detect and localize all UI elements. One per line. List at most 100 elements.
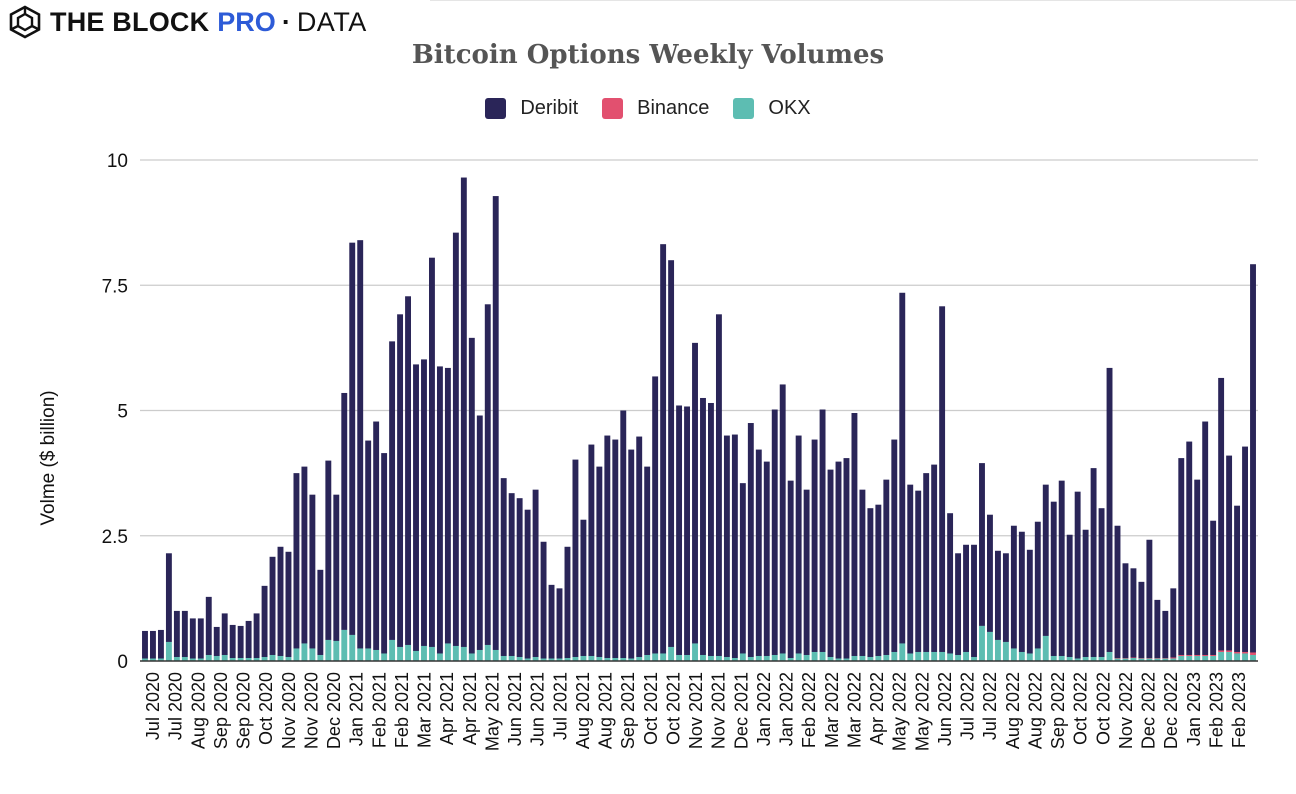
bar-okx <box>532 656 539 661</box>
bar-deribit <box>987 514 993 632</box>
x-tick-label: Feb 2023 <box>1206 672 1226 748</box>
bar-deribit <box>1026 549 1033 654</box>
bar-deribit <box>229 624 236 658</box>
bar-deribit <box>205 596 212 655</box>
bar-okx <box>763 655 770 661</box>
bar-deribit <box>325 460 332 640</box>
bar-okx <box>564 657 571 661</box>
bar-deribit <box>1130 568 1137 658</box>
bar-deribit <box>580 519 587 656</box>
bar-deribit <box>915 490 922 652</box>
bar-deribit <box>150 630 156 659</box>
bar-okx <box>309 648 316 661</box>
bar-okx <box>221 654 228 661</box>
bar-okx <box>1066 656 1073 661</box>
y-tick-label: 2.5 <box>102 527 128 548</box>
x-tick-label: Sep 2020 <box>234 672 254 749</box>
bar-okx <box>253 657 260 661</box>
bar-okx <box>572 656 579 661</box>
x-tick-label: Apr 2021 <box>437 672 457 745</box>
bar-okx <box>939 651 946 661</box>
bar-deribit <box>811 439 818 652</box>
bar-deribit <box>588 444 595 656</box>
legend-item-okx[interactable]: OKX <box>733 97 811 120</box>
bar-okx <box>1106 651 1113 661</box>
bar-okx <box>580 655 587 661</box>
x-tick-label: Oct 2021 <box>663 672 683 745</box>
bar-deribit <box>381 453 388 654</box>
legend-label-binance: Binance <box>637 97 710 119</box>
y-tick-label: 7.5 <box>102 276 128 297</box>
bar-deribit <box>285 551 292 657</box>
bar-deribit <box>1010 525 1017 649</box>
bar-deribit <box>803 489 810 655</box>
x-tick-label: Jul 2020 <box>143 672 163 740</box>
bar-okx <box>963 651 969 661</box>
bar-okx <box>492 649 499 661</box>
bar-deribit <box>237 625 244 658</box>
bar-okx <box>205 654 212 661</box>
bars <box>142 177 1256 661</box>
bar-deribit <box>165 553 172 642</box>
bar-okx <box>229 657 236 661</box>
bar-deribit <box>269 556 276 655</box>
bar-deribit <box>859 489 866 656</box>
x-tick-label: Jan 2021 <box>347 672 367 746</box>
bar-deribit <box>636 436 643 657</box>
bar-deribit <box>173 610 180 657</box>
bar-deribit <box>1114 525 1121 658</box>
bar-deribit <box>524 509 531 659</box>
bar-deribit <box>468 337 475 654</box>
legend-item-binance[interactable]: Binance <box>602 97 709 120</box>
bar-deribit <box>771 409 778 655</box>
bar-deribit <box>213 626 220 656</box>
bar-deribit <box>189 618 196 659</box>
bar-okx <box>1010 648 1017 661</box>
bar-okx <box>708 655 714 661</box>
bar-deribit <box>628 449 635 659</box>
bar-okx <box>652 653 659 661</box>
bar-deribit <box>1170 588 1177 658</box>
bar-okx <box>1194 655 1201 661</box>
bar-okx <box>500 655 507 661</box>
bar-okx <box>1050 655 1057 661</box>
bar-deribit <box>994 550 1001 640</box>
legend-swatch-okx <box>733 98 755 119</box>
x-tick-label: Jul 2020 <box>166 672 186 740</box>
bar-deribit <box>556 588 563 659</box>
bar-okx <box>1018 651 1025 661</box>
bar-okx <box>1226 651 1233 661</box>
bar-okx <box>556 658 563 661</box>
bar-deribit <box>755 449 762 656</box>
bar-okx <box>1098 656 1105 661</box>
bar-okx <box>987 631 993 661</box>
bar-deribit <box>963 544 969 652</box>
legend-swatch-binance <box>602 98 624 119</box>
bar-deribit <box>731 434 738 658</box>
legend-item-deribit[interactable]: Deribit <box>485 97 578 120</box>
bar-okx <box>803 654 810 661</box>
bar-okx <box>923 651 930 661</box>
bar-deribit <box>277 546 284 656</box>
bar-okx <box>859 655 866 661</box>
bar-binance <box>1218 650 1225 652</box>
x-tick-label: Jan 2022 <box>754 672 774 746</box>
bar-deribit <box>668 260 675 647</box>
bar-deribit <box>891 439 898 652</box>
x-tick-label: Apr 2022 <box>867 672 887 745</box>
bar-deribit <box>644 466 651 655</box>
bar-binance <box>1170 657 1177 659</box>
brand-name: THE BLOCK <box>50 6 210 37</box>
bar-okx <box>875 655 882 661</box>
bar-deribit <box>1194 479 1201 655</box>
bar-okx <box>373 649 380 661</box>
x-tick-label: Jun 2021 <box>505 672 525 746</box>
bar-deribit <box>476 415 483 650</box>
bar-okx <box>596 656 603 661</box>
bar-deribit <box>1042 484 1049 636</box>
bar-okx <box>835 658 842 661</box>
bar-okx <box>891 651 898 661</box>
x-tick-label: Aug 2022 <box>1003 672 1023 749</box>
bar-okx <box>795 653 802 661</box>
x-tick-label: Feb 2022 <box>799 672 819 748</box>
